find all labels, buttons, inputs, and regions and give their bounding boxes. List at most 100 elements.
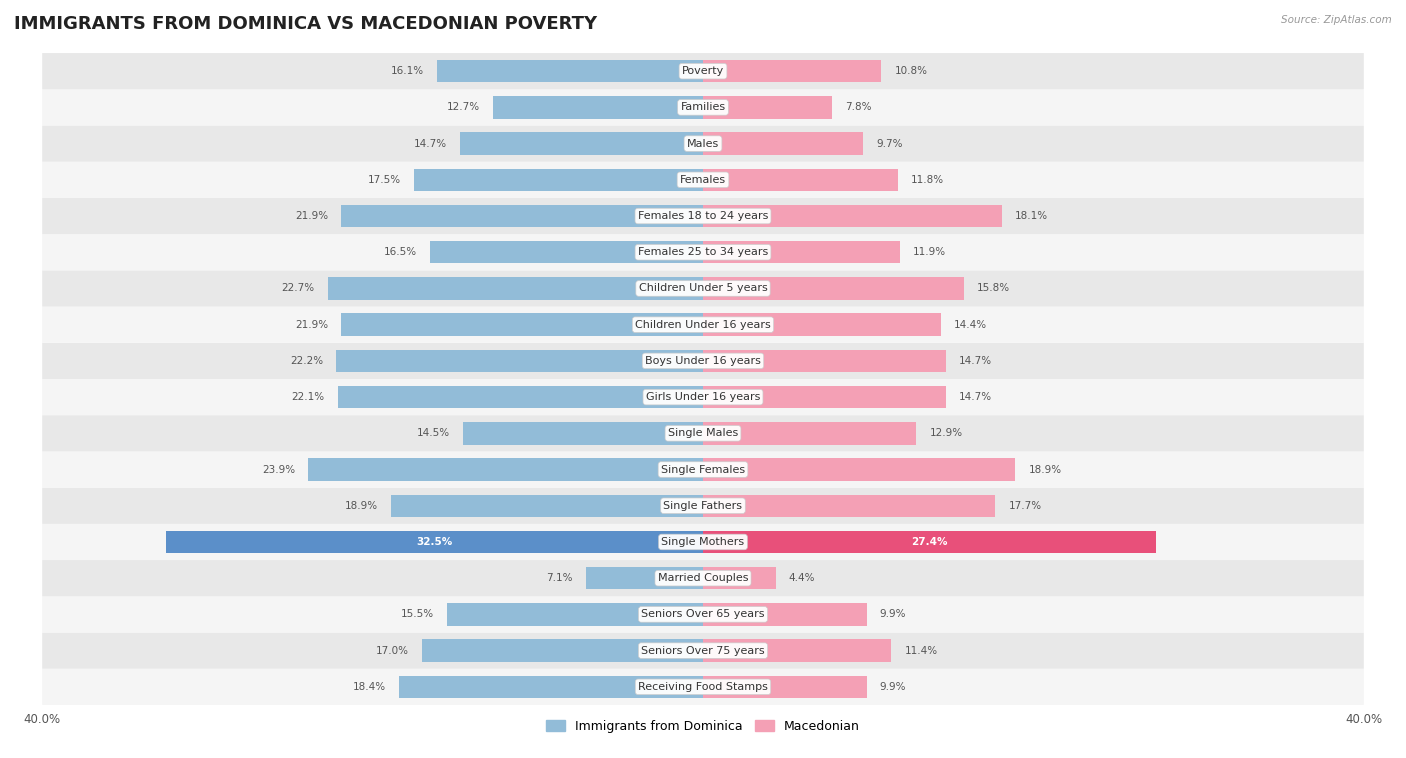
FancyBboxPatch shape — [42, 343, 1364, 379]
Text: 12.9%: 12.9% — [929, 428, 963, 438]
FancyBboxPatch shape — [42, 271, 1364, 306]
Text: 4.4%: 4.4% — [789, 573, 815, 583]
Bar — [703, 494, 995, 517]
Text: Females 18 to 24 years: Females 18 to 24 years — [638, 211, 768, 221]
Text: 9.9%: 9.9% — [880, 609, 907, 619]
Bar — [703, 422, 917, 444]
Bar — [703, 96, 832, 118]
Bar — [337, 386, 703, 409]
Text: Boys Under 16 years: Boys Under 16 years — [645, 356, 761, 366]
FancyBboxPatch shape — [42, 597, 1364, 632]
Text: 16.5%: 16.5% — [384, 247, 418, 257]
Bar — [342, 205, 703, 227]
Text: 17.7%: 17.7% — [1008, 501, 1042, 511]
Bar — [464, 422, 703, 444]
FancyBboxPatch shape — [42, 524, 1364, 560]
FancyBboxPatch shape — [42, 234, 1364, 271]
Bar — [703, 531, 1156, 553]
Text: 14.7%: 14.7% — [959, 356, 993, 366]
Text: 18.4%: 18.4% — [353, 682, 385, 692]
Text: 17.0%: 17.0% — [375, 646, 409, 656]
Text: 12.7%: 12.7% — [447, 102, 479, 112]
Bar — [586, 567, 703, 590]
Bar — [413, 168, 703, 191]
Text: 27.4%: 27.4% — [911, 537, 948, 547]
FancyBboxPatch shape — [42, 89, 1364, 126]
Text: 14.7%: 14.7% — [959, 392, 993, 402]
Text: 14.7%: 14.7% — [413, 139, 447, 149]
Bar — [166, 531, 703, 553]
Text: Single Mothers: Single Mothers — [661, 537, 745, 547]
Bar — [703, 675, 866, 698]
Text: 22.7%: 22.7% — [281, 283, 315, 293]
Text: 15.8%: 15.8% — [977, 283, 1011, 293]
Bar — [703, 386, 946, 409]
Bar — [703, 205, 1002, 227]
Text: Poverty: Poverty — [682, 66, 724, 76]
Text: 21.9%: 21.9% — [295, 211, 328, 221]
Bar — [703, 133, 863, 155]
FancyBboxPatch shape — [42, 379, 1364, 415]
Text: 15.5%: 15.5% — [401, 609, 433, 619]
Bar — [342, 314, 703, 336]
FancyBboxPatch shape — [42, 487, 1364, 524]
Text: Single Males: Single Males — [668, 428, 738, 438]
Text: Married Couples: Married Couples — [658, 573, 748, 583]
Text: Seniors Over 75 years: Seniors Over 75 years — [641, 646, 765, 656]
Bar — [391, 494, 703, 517]
FancyBboxPatch shape — [42, 306, 1364, 343]
Text: 10.8%: 10.8% — [894, 66, 928, 76]
Text: Receiving Food Stamps: Receiving Food Stamps — [638, 682, 768, 692]
Bar — [422, 640, 703, 662]
Bar — [437, 60, 703, 83]
Text: 11.8%: 11.8% — [911, 175, 945, 185]
Text: Families: Families — [681, 102, 725, 112]
Text: 18.9%: 18.9% — [1028, 465, 1062, 475]
Bar — [430, 241, 703, 264]
Text: Females: Females — [681, 175, 725, 185]
FancyBboxPatch shape — [42, 452, 1364, 487]
Bar — [703, 277, 965, 299]
Bar — [703, 168, 898, 191]
Text: 14.4%: 14.4% — [955, 320, 987, 330]
Bar — [336, 349, 703, 372]
Text: Single Fathers: Single Fathers — [664, 501, 742, 511]
Text: 21.9%: 21.9% — [295, 320, 328, 330]
FancyBboxPatch shape — [42, 415, 1364, 452]
Text: Females 25 to 34 years: Females 25 to 34 years — [638, 247, 768, 257]
FancyBboxPatch shape — [42, 198, 1364, 234]
Bar — [703, 314, 941, 336]
Text: Source: ZipAtlas.com: Source: ZipAtlas.com — [1281, 15, 1392, 25]
Text: 18.9%: 18.9% — [344, 501, 378, 511]
FancyBboxPatch shape — [42, 560, 1364, 597]
Bar — [703, 603, 866, 625]
Text: 32.5%: 32.5% — [416, 537, 453, 547]
Text: Children Under 5 years: Children Under 5 years — [638, 283, 768, 293]
Text: Girls Under 16 years: Girls Under 16 years — [645, 392, 761, 402]
Text: 11.9%: 11.9% — [912, 247, 946, 257]
Text: 22.2%: 22.2% — [290, 356, 323, 366]
FancyBboxPatch shape — [42, 126, 1364, 161]
Text: 17.5%: 17.5% — [367, 175, 401, 185]
Text: 23.9%: 23.9% — [262, 465, 295, 475]
Text: 18.1%: 18.1% — [1015, 211, 1049, 221]
Bar — [399, 675, 703, 698]
Text: Males: Males — [688, 139, 718, 149]
Bar — [703, 640, 891, 662]
Bar — [703, 567, 776, 590]
Bar — [460, 133, 703, 155]
Bar — [308, 459, 703, 481]
FancyBboxPatch shape — [42, 161, 1364, 198]
FancyBboxPatch shape — [42, 669, 1364, 705]
Bar — [494, 96, 703, 118]
Text: 7.8%: 7.8% — [845, 102, 872, 112]
Text: 16.1%: 16.1% — [391, 66, 423, 76]
Bar — [703, 459, 1015, 481]
Text: 11.4%: 11.4% — [904, 646, 938, 656]
Text: Children Under 16 years: Children Under 16 years — [636, 320, 770, 330]
Text: 22.1%: 22.1% — [291, 392, 325, 402]
Text: Seniors Over 65 years: Seniors Over 65 years — [641, 609, 765, 619]
Text: Single Females: Single Females — [661, 465, 745, 475]
Text: 14.5%: 14.5% — [418, 428, 450, 438]
Text: 9.7%: 9.7% — [876, 139, 903, 149]
